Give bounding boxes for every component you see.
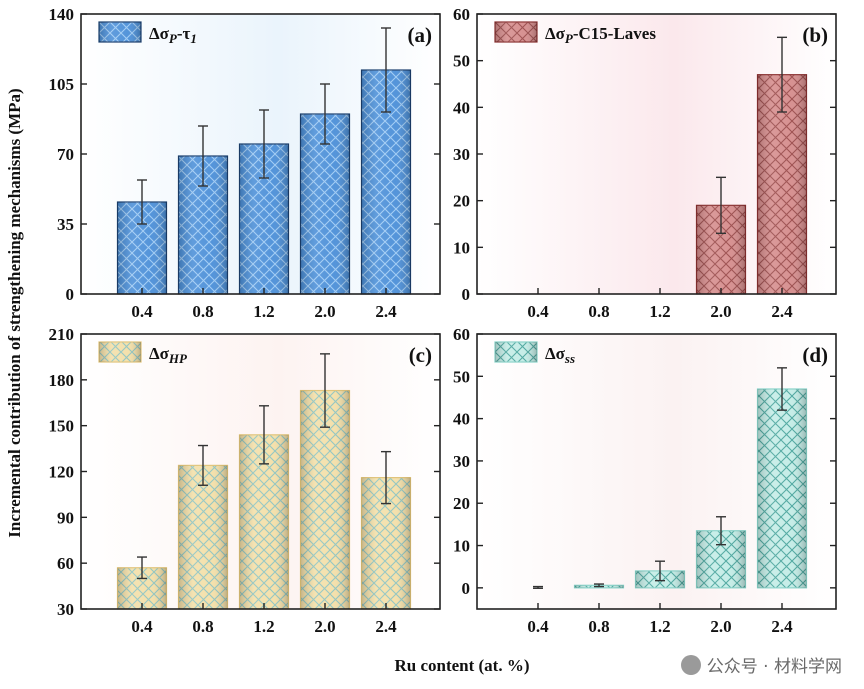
legend-label: ΔσP-τ1 [149, 24, 197, 46]
error-bar [137, 179, 147, 225]
error-bar [259, 405, 269, 465]
error-bar [320, 353, 330, 428]
panel-label: (c) [409, 343, 432, 367]
legend-label: ΔσHP [149, 344, 188, 366]
x-tick-label: 2.4 [771, 617, 793, 636]
y-tick-label: 35 [57, 215, 74, 234]
y-tick-label: 70 [57, 145, 74, 164]
y-tick-label: 60 [57, 554, 74, 573]
panel-a: 0 35 70 105 140 0.4 0.8 1.2 2.0 2.4 ΔσP-τ1 (a) [49, 5, 441, 321]
x-tick-label: 0.4 [131, 617, 153, 636]
y-tick-label: 210 [49, 325, 75, 344]
y-tick-label: 140 [49, 5, 75, 24]
legend-swatch-shading [495, 22, 537, 42]
y-tick-label: 40 [453, 410, 470, 429]
y-tick-label: 180 [49, 371, 75, 390]
x-tick-label: 2.0 [710, 617, 731, 636]
x-tick-label: 2.4 [771, 302, 793, 321]
x-tick-label: 2.0 [314, 302, 335, 321]
y-axis-label: Incremental contribution of strengthenin… [5, 88, 24, 537]
y-tick-label: 30 [453, 452, 470, 471]
x-tick-label: 0.8 [192, 617, 213, 636]
bar-shading [757, 389, 807, 588]
y-tick-label: 40 [453, 98, 470, 117]
x-tick-label: 0.4 [527, 617, 549, 636]
error-bar [137, 556, 147, 580]
error-bar [381, 27, 391, 113]
x-tick-label: 2.0 [710, 302, 731, 321]
y-tick-label: 50 [453, 52, 470, 71]
y-tick-label: 0 [462, 285, 471, 304]
error-bar [777, 367, 787, 411]
y-tick-label: 90 [57, 508, 74, 527]
error-bar [594, 583, 604, 588]
error-bar [198, 444, 208, 486]
legend-swatch-shading [495, 342, 537, 362]
y-tick-label: 105 [49, 75, 75, 94]
x-tick-label: 1.2 [253, 617, 274, 636]
error-bar [198, 125, 208, 187]
y-tick-label: 120 [49, 463, 75, 482]
y-tick-label: 0 [66, 285, 75, 304]
watermark: 公众号 · 材料学网 [680, 652, 842, 677]
x-tick-label: 1.2 [649, 302, 670, 321]
y-tick-label: 60 [453, 5, 470, 24]
legend-swatch-shading [99, 22, 141, 42]
x-tick-label: 2.4 [375, 617, 397, 636]
y-tick-label: 50 [453, 367, 470, 386]
x-tick-label: 1.2 [253, 302, 274, 321]
y-tick-label: 20 [453, 192, 470, 211]
legend-label: ΔσP-C15-Laves [545, 24, 656, 46]
x-axis-label: Ru content (at. %) [394, 656, 529, 675]
bar-shading [178, 465, 228, 609]
y-tick-label: 10 [453, 238, 470, 257]
y-tick-label: 30 [453, 145, 470, 164]
y-tick-label: 10 [453, 537, 470, 556]
x-tick-label: 1.2 [649, 617, 670, 636]
panel-label: (a) [408, 23, 433, 47]
x-tick-label: 0.8 [588, 617, 609, 636]
x-tick-label: 2.0 [314, 617, 335, 636]
legend-swatch-shading [99, 342, 141, 362]
panel-label: (b) [802, 23, 828, 47]
panel-label: (d) [802, 343, 828, 367]
x-tick-label: 0.4 [131, 302, 153, 321]
y-tick-label: 30 [57, 600, 74, 619]
x-tick-label: 0.8 [192, 302, 213, 321]
error-bar [777, 36, 787, 113]
x-tick-label: 0.4 [527, 302, 549, 321]
panel-d: 0 10 20 30 40 50 60 0.4 0.8 1.2 2.0 2.4 Δσss (d) [453, 325, 837, 636]
wechat-logo-icon [680, 654, 701, 675]
error-bar [533, 585, 543, 589]
error-bar [716, 176, 726, 235]
y-tick-label: 60 [453, 325, 470, 344]
panel-b: 0 10 20 30 40 50 60 0.4 0.8 1.2 2.0 2.4 ΔσP-C15-Lave… [453, 5, 837, 321]
y-tick-label: 150 [49, 417, 75, 436]
panel-c: 30 60 90 120 150 180 210 0.4 0.8 1.2 2.0 2.4 ΔσHP (c) [49, 325, 441, 636]
legend-label: Δσss [545, 344, 575, 366]
error-bar [320, 83, 330, 145]
error-bar [381, 450, 391, 505]
watermark-text: 公众号 · 材料学网 [706, 657, 842, 677]
plot-frame [476, 333, 837, 610]
x-tick-label: 2.4 [375, 302, 397, 321]
error-bar [259, 109, 269, 179]
x-tick-label: 0.8 [588, 302, 609, 321]
error-bar [716, 516, 726, 546]
error-bar [655, 560, 665, 582]
y-tick-label: 20 [453, 494, 470, 513]
y-tick-label: 0 [462, 579, 471, 598]
